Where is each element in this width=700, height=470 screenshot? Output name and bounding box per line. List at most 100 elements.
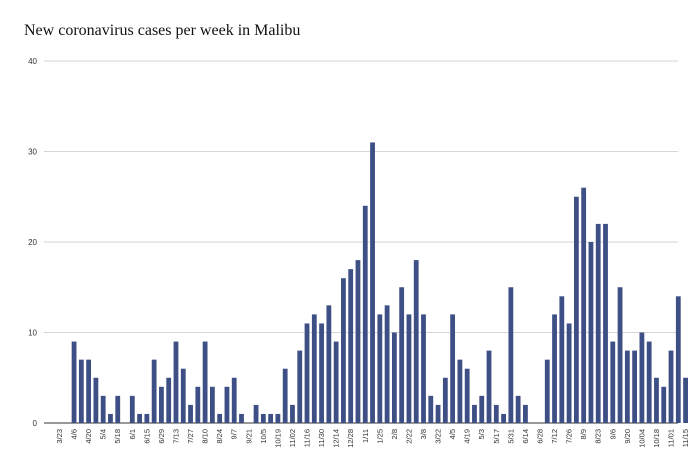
bar <box>435 404 441 423</box>
bar <box>508 287 514 423</box>
x-tick-label: 1/11 <box>361 429 370 443</box>
bar <box>472 404 477 423</box>
x-tick-label: 5/4 <box>99 429 108 439</box>
x-tick-label: 9/7 <box>230 429 239 439</box>
x-tick-label: 6/1 <box>128 429 137 439</box>
x-tick-label: 5/3 <box>477 429 486 439</box>
bar <box>573 196 579 423</box>
bar <box>421 314 426 423</box>
x-tick-label: 1/25 <box>375 429 384 444</box>
bar <box>188 404 193 423</box>
bar <box>566 323 572 423</box>
x-tick-label: 9/20 <box>623 429 632 444</box>
bar <box>144 413 150 423</box>
bar <box>180 368 186 423</box>
bar <box>159 386 164 423</box>
bar <box>377 314 383 423</box>
bar <box>523 404 528 423</box>
x-tick-label: 8/10 <box>201 429 210 444</box>
bar <box>239 413 244 423</box>
bar <box>100 395 106 423</box>
bar <box>304 323 310 423</box>
bar <box>326 305 332 423</box>
bar <box>195 386 201 423</box>
bar <box>209 386 215 423</box>
bar <box>217 413 223 423</box>
bar <box>333 341 339 423</box>
bar <box>581 187 587 423</box>
x-tick-label: 11/30 <box>317 429 326 447</box>
bar <box>588 242 594 423</box>
bar <box>129 395 135 423</box>
x-tick-label: 7/26 <box>565 429 574 444</box>
y-tick-label: 20 <box>28 238 37 247</box>
x-tick-label: 5/17 <box>492 429 501 444</box>
x-tick-label: 10/18 <box>652 429 661 448</box>
x-tick-label: 10/04 <box>637 429 646 448</box>
x-tick-label: 12/28 <box>346 429 355 448</box>
bar <box>355 260 361 423</box>
bar <box>78 359 84 423</box>
x-tick-label: 4/6 <box>70 429 79 439</box>
bar <box>624 350 630 423</box>
bar <box>86 359 92 423</box>
x-tick-label: 8/24 <box>215 429 224 444</box>
bar <box>231 377 237 423</box>
bar <box>617 287 623 423</box>
bar <box>384 305 390 423</box>
bar <box>115 395 121 423</box>
bar <box>450 314 456 423</box>
bar <box>683 377 688 423</box>
bar <box>406 314 412 423</box>
x-tick-label: 11/16 <box>303 429 312 447</box>
x-tick-label: 6/14 <box>521 429 530 444</box>
x-tick-label: 2/22 <box>404 429 413 444</box>
bars <box>71 142 688 423</box>
x-tick-label: 11/02 <box>288 429 297 447</box>
bar <box>552 314 557 423</box>
x-tick-label: 4/19 <box>463 429 472 444</box>
x-tick-label: 4/5 <box>448 429 457 439</box>
bar <box>290 404 295 423</box>
y-tick-label: 0 <box>33 419 38 428</box>
bar <box>311 314 317 423</box>
bar <box>501 413 506 423</box>
x-tick-label: 6/29 <box>157 429 166 444</box>
x-tick-label: 10/5 <box>259 429 268 444</box>
bar <box>362 205 368 423</box>
bar <box>391 332 397 423</box>
x-tick-label: 3/23 <box>55 429 64 444</box>
bar <box>224 386 230 423</box>
x-tick-label: 8/23 <box>594 429 603 444</box>
bar <box>661 386 667 423</box>
x-tick-label: 12/14 <box>332 429 341 448</box>
bar <box>486 350 492 423</box>
x-tick-label: 10/19 <box>273 429 282 448</box>
x-tick-label: 11/15 <box>681 429 690 447</box>
x-tick-label: 11/01 <box>667 429 676 447</box>
bar <box>559 296 565 423</box>
bar <box>297 350 303 423</box>
chart-title: New coronavirus cases per week in Malibu <box>24 22 301 39</box>
bar <box>610 341 616 423</box>
y-tick-label: 30 <box>28 148 37 157</box>
y-tick-label: 10 <box>28 329 37 338</box>
bar <box>544 359 550 423</box>
bar <box>639 332 645 423</box>
bar <box>341 278 346 423</box>
bar <box>253 404 259 423</box>
bar <box>202 341 208 423</box>
bar <box>166 377 172 423</box>
bar <box>151 359 157 423</box>
bar <box>632 350 638 423</box>
x-tick-label: 4/20 <box>84 429 93 444</box>
gridlines <box>44 60 678 424</box>
x-tick-label: 7/27 <box>186 429 195 444</box>
x-tick-label: 3/8 <box>419 429 428 439</box>
bar <box>370 142 375 423</box>
bar <box>654 377 659 423</box>
bar <box>428 395 434 423</box>
bar <box>275 413 281 423</box>
x-tick-label: 6/28 <box>535 429 544 444</box>
